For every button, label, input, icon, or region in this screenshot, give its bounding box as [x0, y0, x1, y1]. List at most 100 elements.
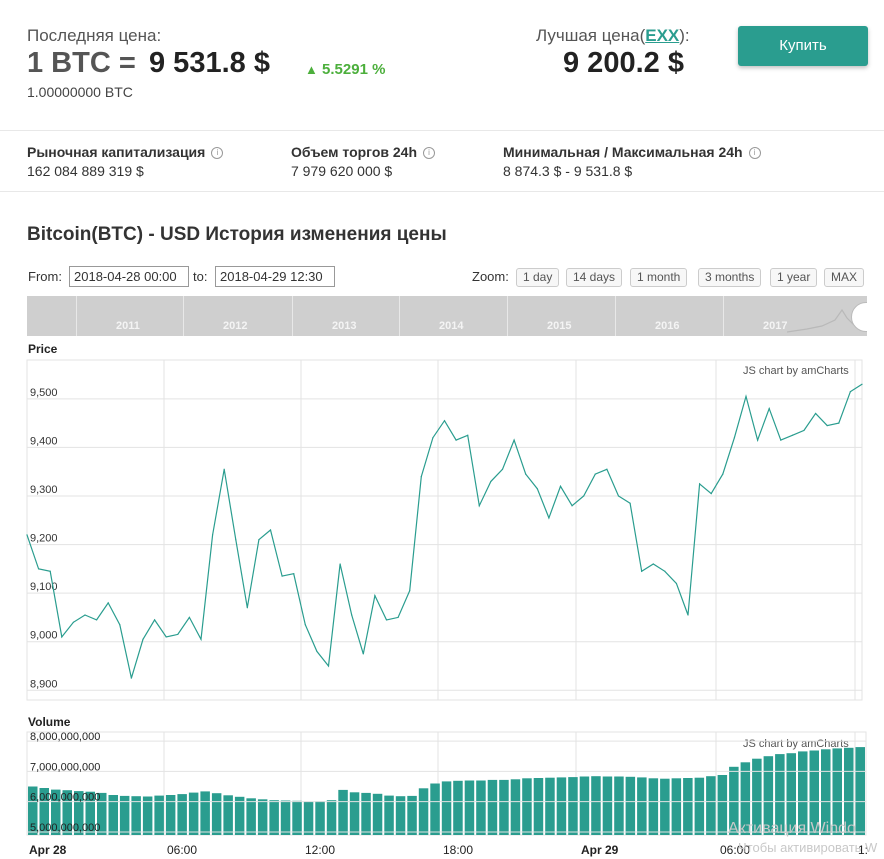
zoom-1-month[interactable]: 1 month: [630, 268, 688, 287]
volume-bar[interactable]: [292, 800, 302, 835]
volume-bar[interactable]: [464, 780, 475, 836]
volume-bar[interactable]: [832, 748, 843, 835]
volume-bar[interactable]: [625, 776, 636, 835]
volume-bar[interactable]: [74, 791, 84, 835]
volume-bar[interactable]: [234, 796, 245, 835]
volume-bar[interactable]: [510, 779, 521, 835]
price-series-line[interactable]: [26, 383, 863, 679]
volume-bar[interactable]: [775, 754, 785, 835]
volume-bar[interactable]: [487, 779, 498, 835]
volume-bar[interactable]: [809, 750, 820, 836]
info-icon[interactable]: i: [423, 147, 435, 160]
to-date-input[interactable]: 2018-04-29 12:30: [215, 266, 335, 287]
volume-bar[interactable]: [430, 783, 440, 836]
volume-bar[interactable]: [648, 778, 659, 835]
volume-bar[interactable]: [246, 798, 256, 835]
volume-bar[interactable]: [568, 777, 578, 835]
zoom-max[interactable]: MAX: [824, 268, 865, 287]
price-chart-credit[interactable]: JS chart by amCharts: [743, 365, 849, 377]
volume-bar[interactable]: [556, 777, 567, 835]
volume-bar[interactable]: [131, 796, 141, 835]
volume-bar[interactable]: [165, 795, 176, 835]
volume-bar[interactable]: [614, 776, 624, 836]
best-exchange-link[interactable]: EXX: [645, 26, 680, 45]
volume-bar[interactable]: [188, 792, 199, 835]
volume-bar[interactable]: [545, 777, 555, 835]
zoom-1-year[interactable]: 1 year: [770, 268, 818, 287]
buy-button[interactable]: Купить: [738, 26, 868, 66]
volume-bar[interactable]: [85, 791, 96, 835]
price-data-point: [838, 422, 840, 424]
volume-bar[interactable]: [522, 778, 532, 835]
volume-bar[interactable]: [660, 778, 670, 835]
volume-bar[interactable]: [338, 789, 348, 835]
price-data-point: [61, 636, 63, 638]
price-data-point: [826, 424, 828, 427]
volume-bar[interactable]: [533, 778, 544, 835]
volume-bar[interactable]: [119, 795, 130, 835]
price-data-point: [385, 619, 388, 621]
volume-bar[interactable]: [855, 747, 866, 835]
volume-bar[interactable]: [786, 753, 797, 835]
price-data-point: [316, 650, 318, 653]
zoom-3-months[interactable]: 3 months: [698, 268, 762, 287]
volume-bar[interactable]: [671, 778, 682, 835]
volume-bar[interactable]: [683, 778, 693, 835]
volume-chart: 8,000,000,000 7,000,000,000 6,000,000,000 5…: [26, 731, 868, 857]
volume-bar[interactable]: [326, 800, 337, 835]
volume-bar[interactable]: [211, 793, 222, 835]
volume-bar[interactable]: [177, 794, 187, 835]
price-y-tick-label: 9,100: [30, 581, 58, 593]
volume-bar[interactable]: [706, 776, 716, 835]
volume-bar[interactable]: [223, 795, 233, 835]
volume-bar[interactable]: [637, 777, 647, 835]
price-data-point: [699, 483, 701, 485]
volume-bar[interactable]: [798, 751, 808, 835]
volume-bar[interactable]: [395, 796, 406, 835]
volume-bar[interactable]: [269, 800, 279, 835]
volume-bar[interactable]: [499, 779, 509, 835]
volume-bar[interactable]: [280, 800, 291, 836]
volume-bar[interactable]: [441, 781, 452, 835]
to-label: to:: [193, 269, 208, 284]
volume-bar[interactable]: [108, 795, 119, 835]
info-icon[interactable]: i: [748, 147, 761, 160]
volume-bar[interactable]: [602, 776, 613, 836]
chart-navigator[interactable]: 2011 2012 2013 2014 2015 2016 2017: [27, 296, 867, 336]
volume-bar[interactable]: [407, 795, 417, 835]
x-axis-tick-label: 18:00: [443, 843, 473, 857]
volume-bar[interactable]: [821, 749, 831, 835]
zoom-1-day[interactable]: 1 day: [516, 268, 560, 287]
volume-bar[interactable]: [303, 801, 314, 835]
info-icon[interactable]: i: [211, 147, 224, 160]
volume-bar[interactable]: [142, 796, 153, 836]
volume-bar[interactable]: [717, 775, 728, 835]
volume-bar[interactable]: [729, 766, 739, 835]
volume-bar[interactable]: [740, 762, 751, 835]
volume-bar[interactable]: [763, 756, 774, 835]
volume-bar[interactable]: [39, 788, 50, 835]
volume-bar[interactable]: [418, 788, 429, 835]
stat-label: Объем торгов 24h: [291, 144, 417, 160]
volume-bar[interactable]: [361, 792, 371, 835]
volume-bar[interactable]: [154, 795, 164, 835]
volume-bar[interactable]: [372, 793, 383, 835]
volume-bar[interactable]: [97, 792, 107, 835]
volume-bar[interactable]: [694, 777, 705, 835]
volume-bar[interactable]: [315, 801, 325, 835]
volume-bar[interactable]: [51, 789, 61, 835]
volume-bar[interactable]: [28, 786, 38, 836]
volume-bar[interactable]: [579, 776, 590, 836]
volume-bar[interactable]: [453, 780, 463, 835]
volume-bar[interactable]: [752, 758, 762, 835]
volume-bar[interactable]: [844, 747, 854, 835]
volume-bar[interactable]: [349, 792, 360, 835]
volume-bar[interactable]: [384, 795, 394, 835]
volume-bar[interactable]: [591, 776, 601, 835]
volume-bar[interactable]: [200, 791, 210, 835]
volume-bar[interactable]: [62, 790, 73, 835]
volume-bar[interactable]: [476, 780, 486, 836]
zoom-14-days[interactable]: 14 days: [566, 268, 623, 287]
from-date-input[interactable]: 2018-04-28 00:00: [69, 266, 189, 287]
volume-bar[interactable]: [257, 799, 268, 835]
